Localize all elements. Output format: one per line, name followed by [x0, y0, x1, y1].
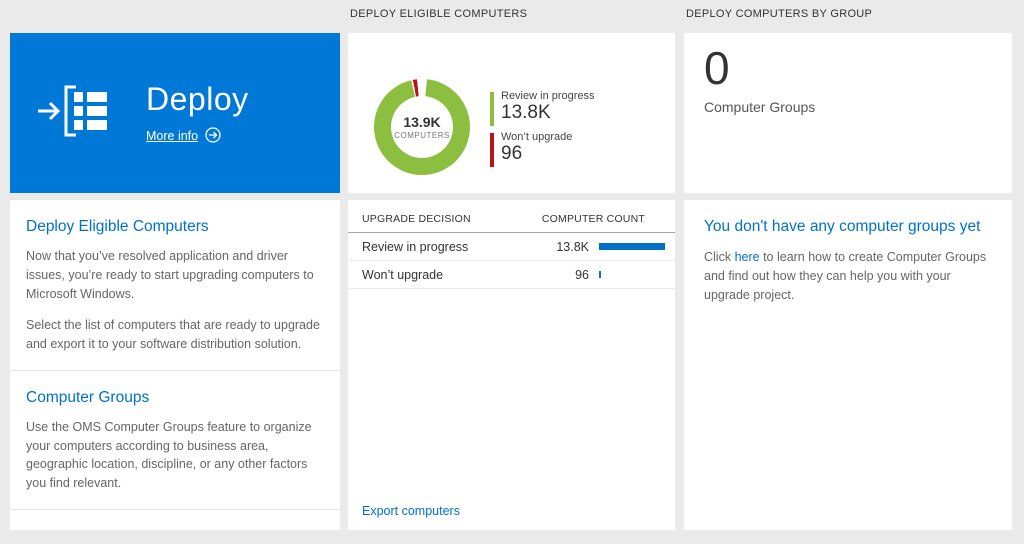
deploy-eligible-paragraph-2: Select the list of computers that are re… — [26, 318, 320, 351]
row-bar — [599, 243, 665, 250]
legend-label: Review in progress — [501, 90, 595, 102]
row-label: Review in progress — [362, 239, 469, 254]
legend-item-review-in-progress: Review in progress 13.8K — [490, 90, 595, 126]
donut-center: 13.9K COMPUTERS — [391, 96, 453, 158]
computer-groups-count-label: Computer Groups — [704, 99, 816, 115]
table-row[interactable]: Won’t upgrade 96 — [348, 261, 675, 289]
deploy-tile[interactable]: Deploy More info — [10, 33, 340, 193]
deploy-eligible-paragraph-1: Now that you’ve resolved application and… — [26, 249, 314, 301]
column-header-computer-count: COMPUTER COUNT — [541, 213, 645, 225]
table-row[interactable]: Review in progress 13.8K — [348, 233, 675, 261]
section-divider — [10, 508, 340, 510]
no-groups-text-before: Click — [704, 250, 735, 264]
legend-color-green — [490, 92, 494, 126]
legend-label: Won’t upgrade — [501, 131, 573, 143]
row-value: 13.8K — [556, 239, 589, 254]
more-info-link[interactable]: More info — [146, 129, 199, 143]
legend-item-wont-upgrade: Won’t upgrade 96 — [490, 131, 595, 167]
tile-title: Deploy — [146, 80, 249, 117]
export-computers-link[interactable]: Export computers — [362, 504, 460, 518]
computer-groups-stat-card[interactable]: 0 Computer Groups — [684, 33, 1012, 193]
no-groups-text: Click here to learn how to create Comput… — [704, 248, 992, 304]
no-groups-text-after: to learn how to create Computer Groups a… — [704, 250, 987, 302]
legend-value: 96 — [501, 143, 523, 164]
right-column-header: DEPLOY COMPUTERS BY GROUP — [686, 8, 873, 20]
row-bar-track — [599, 271, 665, 278]
no-computer-groups-panel: You don't have any computer groups yet C… — [684, 200, 1012, 530]
row-label: Won’t upgrade — [362, 267, 444, 282]
computers-donut-chart[interactable]: 13.9K COMPUTERS — [374, 79, 470, 175]
column-header-upgrade-decision: UPGRADE DECISION — [362, 213, 471, 225]
middle-column-header: DEPLOY ELIGIBLE COMPUTERS — [350, 8, 528, 20]
deploy-eligible-heading: Deploy Eligible Computers — [26, 218, 209, 235]
deploy-eligible-section: Deploy Eligible Computers Now that you’v… — [26, 218, 324, 354]
computer-groups-section: Computer Groups Use the OMS Computer Gro… — [26, 389, 324, 493]
learn-how-link[interactable]: here — [734, 250, 760, 264]
left-info-panel: Deploy Eligible Computers Now that you’v… — [10, 200, 340, 530]
computer-groups-count: 0 — [704, 42, 730, 94]
row-bar-track — [599, 243, 665, 250]
deploy-tile-text: Deploy More info — [146, 81, 249, 146]
legend-color-red — [490, 133, 494, 167]
no-groups-heading: You don't have any computer groups yet — [704, 218, 981, 235]
arrow-circle-icon[interactable] — [205, 126, 221, 146]
chart-legend: Review in progress 13.8K Won’t upgrade 9… — [490, 90, 595, 167]
upgrade-decision-table: UPGRADE DECISION COMPUTER COUNT Review i… — [348, 200, 675, 530]
eligible-computers-chart-card: 13.9K COMPUTERS Review in progress 13.8K… — [348, 33, 675, 193]
donut-total-label: COMPUTERS — [394, 131, 450, 140]
table-header-row: UPGRADE DECISION COMPUTER COUNT — [348, 200, 675, 233]
computer-groups-paragraph: Use the OMS Computer Groups feature to o… — [26, 419, 312, 490]
deploy-icon — [36, 80, 110, 147]
legend-value: 13.8K — [501, 102, 551, 123]
computer-groups-heading: Computer Groups — [26, 388, 150, 406]
section-divider — [10, 369, 340, 371]
donut-total-value: 13.9K — [403, 114, 441, 130]
more-info: More info — [146, 126, 249, 146]
row-bar — [599, 271, 601, 278]
row-value: 96 — [575, 267, 589, 282]
